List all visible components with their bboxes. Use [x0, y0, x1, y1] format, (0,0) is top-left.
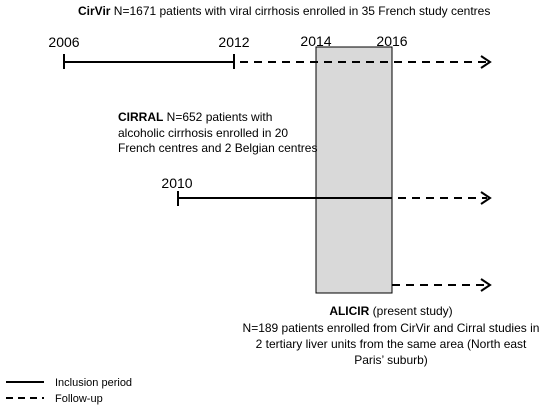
year-2010-label: 2010	[161, 175, 192, 191]
legend-inclusion-label: Inclusion period	[55, 377, 132, 389]
cirvir-arrowhead	[480, 55, 492, 69]
cirvir-header: CirVir N=1671 patients with viral cirrho…	[78, 4, 490, 18]
cirral-line-1: CIRRAL N=652 patients with	[118, 110, 272, 124]
cirral-timeline	[177, 191, 492, 206]
cirral-line-2: alcoholic cirrhosis enrolled in 20	[118, 126, 288, 140]
cirvir-description: N=1671 patients with viral cirrhosis enr…	[110, 4, 490, 18]
alicir-line-3: Paris’ suburb)	[354, 353, 428, 367]
cirvir-timeline	[63, 54, 492, 69]
cirvir-name: CirVir	[78, 4, 111, 18]
alicir-arrowhead	[480, 278, 492, 292]
alicir-title: ALICIR (present study)	[329, 304, 452, 318]
highlight-period-box	[315, 46, 393, 294]
alicir-timeline	[392, 278, 492, 292]
alicir-line-2: 2 tertiary liver units from the same are…	[256, 337, 527, 351]
cirral-line-3: French centres and 2 Belgian centres	[118, 141, 317, 155]
legend: Inclusion period Follow-up	[6, 377, 132, 405]
cirral-arrowhead	[480, 191, 492, 205]
cirral-name: CIRRAL	[118, 110, 163, 124]
alicir-tag: (present study)	[369, 304, 452, 318]
alicir-line-1: N=189 patients enrolled from CirVir and …	[243, 321, 540, 335]
alicir-name: ALICIR	[329, 304, 369, 318]
year-2014-label: 2014	[300, 33, 331, 49]
cirral-line-1-text: N=652 patients with	[163, 110, 272, 124]
year-2012-label: 2012	[218, 34, 249, 50]
year-2016-label: 2016	[376, 33, 407, 49]
legend-followup-label: Follow-up	[55, 393, 103, 405]
year-2006-label: 2006	[48, 34, 79, 50]
